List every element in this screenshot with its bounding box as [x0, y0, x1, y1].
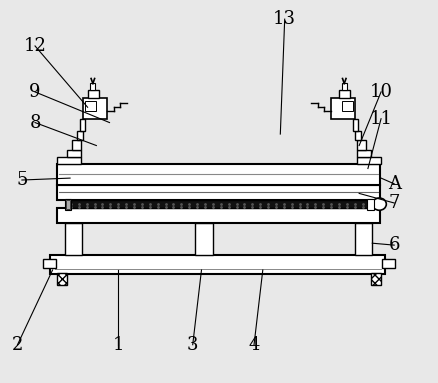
Bar — [357, 157, 381, 164]
Circle shape — [372, 198, 386, 210]
Text: 10: 10 — [370, 83, 392, 101]
Bar — [57, 157, 81, 164]
Bar — [367, 199, 374, 210]
Bar — [195, 223, 213, 255]
Text: A: A — [388, 175, 401, 193]
Bar — [339, 90, 350, 98]
Text: 3: 3 — [187, 336, 198, 354]
Bar — [66, 200, 70, 209]
Bar — [88, 90, 99, 98]
Bar — [355, 223, 372, 255]
Bar — [67, 150, 81, 157]
Bar — [57, 185, 380, 200]
Bar — [50, 255, 385, 274]
Bar — [371, 273, 381, 285]
Bar — [357, 150, 371, 157]
Text: 2: 2 — [12, 336, 23, 354]
Bar — [65, 199, 71, 210]
Text: 11: 11 — [370, 110, 392, 128]
Text: 1: 1 — [113, 336, 124, 354]
Bar — [355, 131, 361, 140]
Bar — [353, 119, 358, 131]
Text: 13: 13 — [273, 10, 296, 28]
Text: 5: 5 — [16, 171, 28, 189]
Bar — [83, 98, 107, 119]
Text: 12: 12 — [24, 37, 46, 55]
Bar — [85, 101, 96, 111]
Text: 9: 9 — [29, 83, 41, 101]
Bar — [72, 140, 81, 150]
Bar — [57, 273, 67, 285]
Bar — [57, 164, 380, 185]
Bar — [65, 223, 82, 255]
Bar — [80, 119, 85, 131]
Text: 7: 7 — [389, 194, 400, 212]
Text: 8: 8 — [29, 114, 41, 131]
Bar — [342, 101, 353, 111]
Text: 6: 6 — [389, 236, 400, 254]
Bar — [357, 140, 366, 150]
Bar — [342, 83, 347, 90]
Text: 4: 4 — [248, 336, 260, 354]
Bar — [90, 83, 95, 90]
Bar — [382, 259, 395, 268]
Bar — [77, 131, 83, 140]
Bar — [67, 200, 373, 208]
Bar — [57, 208, 380, 223]
Bar — [43, 259, 56, 268]
Bar — [331, 98, 355, 119]
